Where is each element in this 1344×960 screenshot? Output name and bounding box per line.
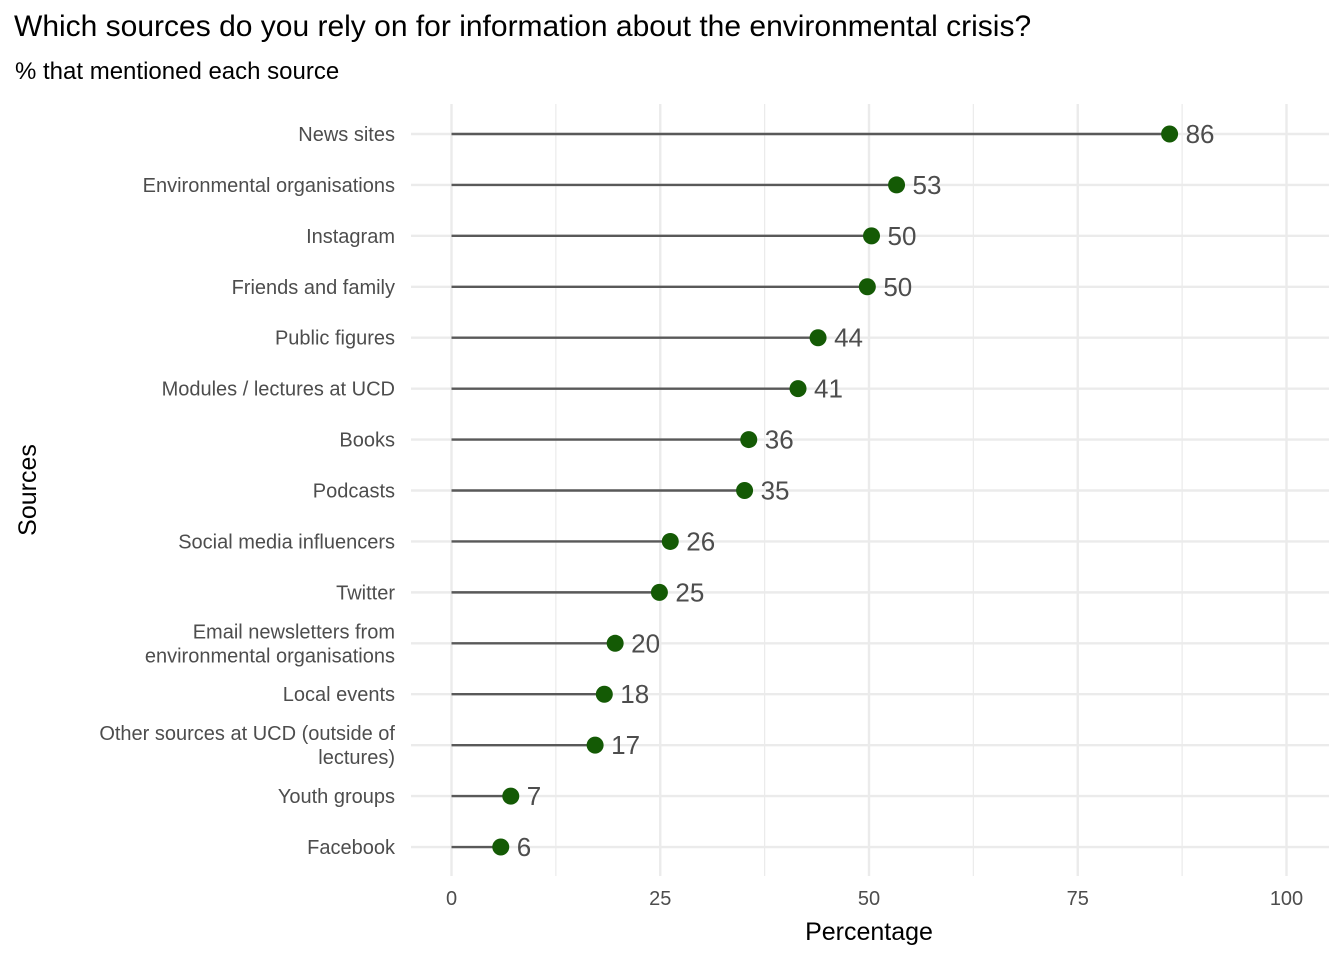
category-label-email-newsletters-from-environmental-organisations: Email newsletters from environmental orga… [145,621,395,667]
point-instagram [863,227,881,245]
category-label-books: Books [339,430,395,452]
category-label-youth-groups: Youth groups [278,786,395,808]
data-label-public-figures: 44 [834,323,863,353]
point-email-newsletters-from-environmental-organisations [606,634,624,652]
point-social-media-influencers [661,532,679,550]
chart-subtitle: % that mentioned each source [15,58,340,85]
data-label-twitter: 25 [675,577,704,607]
category-label-friends-and-family: Friends and family [232,277,395,299]
data-label-books: 36 [765,425,794,455]
x-tick-100: 100 [1270,888,1303,910]
point-other-sources-at-ucd-outside-of-lectures [586,736,604,754]
category-label-facebook: Facebook [307,837,396,859]
point-public-figures [809,329,827,347]
category-labels: News sites Environmental organisations Ins… [99,124,396,859]
point-facebook [492,838,510,856]
y-axis-title: Sources [14,444,42,536]
data-label-podcasts: 35 [761,476,790,506]
category-label-public-figures: Public figures [275,328,395,350]
data-label-instagram: 50 [888,221,917,251]
point-friends-and-family [858,278,876,296]
category-label-other-sources-at-ucd-outside-of-lectures: Other sources at UCD (outside of lectures… [99,723,395,769]
data-label-modules-lectures-at-ucd: 41 [814,374,843,404]
x-tick-50: 50 [858,888,880,910]
x-tick-25: 25 [649,888,671,910]
data-label-social-media-influencers: 26 [686,526,715,556]
data-label-facebook: 6 [517,832,531,862]
category-label-local-events: Local events [283,684,395,706]
point-local-events [595,685,613,703]
point-modules-lectures-at-ucd [789,380,807,398]
category-label-environmental-organisations: Environmental organisations [143,175,395,197]
category-label-news-sites: News sites [298,124,395,146]
point-books [740,431,758,449]
points [492,125,1179,856]
category-label-podcasts: Podcasts [313,481,395,503]
category-label-twitter: Twitter [336,582,395,604]
data-label-environmental-organisations: 53 [913,170,942,200]
point-podcasts [736,482,754,500]
data-label-email-newsletters-from-environmental-organisations: 20 [631,628,660,658]
data-label-news-sites: 86 [1186,119,1215,149]
data-label-other-sources-at-ucd-outside-of-lectures: 17 [611,730,640,760]
data-label-youth-groups: 7 [527,781,541,811]
chart-title: Which sources do you rely on for informa… [14,10,1032,43]
category-label-instagram: Instagram [306,226,395,248]
x-tick-0: 0 [446,888,457,910]
point-youth-groups [502,787,520,805]
data-label-friends-and-family: 50 [883,272,912,302]
category-label-social-media-influencers: Social media influencers [178,531,395,553]
point-news-sites [1161,125,1179,143]
data-label-local-events: 18 [620,679,649,709]
x-tick-75: 75 [1067,888,1089,910]
x-tick-labels: 0 25 50 75 100 [446,888,1303,910]
x-axis-title: Percentage [805,918,933,946]
point-environmental-organisations [888,176,906,194]
point-twitter [650,583,668,601]
category-label-modules-lectures-at-ucd: Modules / lectures at UCD [162,379,395,401]
data-labels: 86 53 50 50 44 41 36 35 26 25 20 18 17 7 6 [517,119,1215,862]
